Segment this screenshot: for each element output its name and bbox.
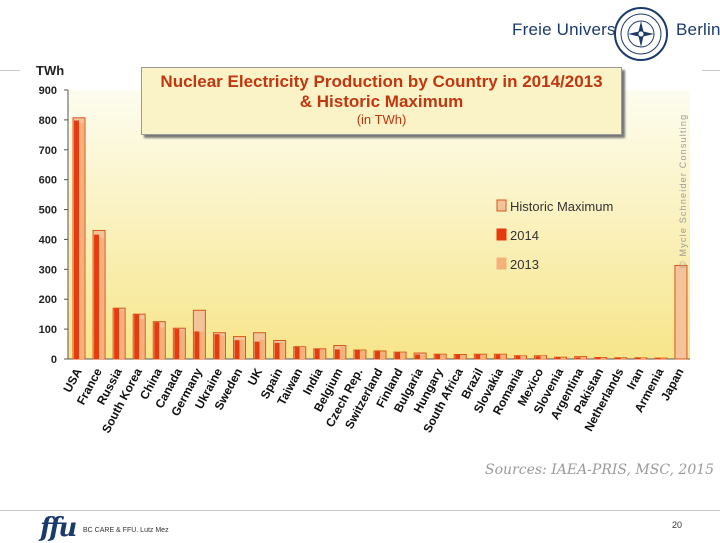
bar-2013 xyxy=(560,357,566,359)
bar-2013 xyxy=(319,349,325,359)
bar-2013 xyxy=(440,354,446,359)
legend-label: 2013 xyxy=(510,257,539,272)
university-seal-icon xyxy=(613,6,669,62)
bar-2014 xyxy=(595,357,601,359)
bar-2013 xyxy=(359,350,365,359)
y-tick-label: 400 xyxy=(39,234,57,246)
bar-2014 xyxy=(74,120,79,359)
footer-credit: BC CARE & FFU. Lutz Mez xyxy=(83,527,169,534)
legend-swatch xyxy=(496,228,507,241)
y-tick-label: 300 xyxy=(39,264,57,276)
bar-2014 xyxy=(395,352,401,359)
bar-2014 xyxy=(415,354,421,359)
bar-2014 xyxy=(555,357,561,359)
bar-2013 xyxy=(600,357,606,359)
bar-2014 xyxy=(94,234,100,359)
bar-2013 xyxy=(460,355,466,359)
y-tick-label: 600 xyxy=(39,175,57,187)
bar-2014 xyxy=(134,314,140,359)
bar-2014 xyxy=(575,357,581,359)
bar-2014 xyxy=(174,328,180,359)
footer-rule xyxy=(0,510,720,511)
bar-2014 xyxy=(234,340,240,359)
bar-2013 xyxy=(219,335,225,359)
y-tick-label: 700 xyxy=(39,145,57,157)
bar-historic-max xyxy=(674,264,688,360)
bar-2014 xyxy=(374,351,380,359)
bar-2014 xyxy=(615,357,621,359)
bar-2014 xyxy=(475,354,481,359)
bar-2014 xyxy=(635,357,641,359)
bar-2013 xyxy=(139,319,145,359)
bar-2013 xyxy=(620,358,626,359)
y-tick-label: 0 xyxy=(51,354,57,366)
header-rule-left xyxy=(0,70,20,71)
legend-swatch xyxy=(496,257,507,270)
bar-2014 xyxy=(655,358,661,359)
bar-2013 xyxy=(520,355,526,359)
bar-2013 xyxy=(640,357,646,359)
bar-2014 xyxy=(354,350,360,359)
legend-swatch xyxy=(496,199,507,212)
bar-2013 xyxy=(119,310,125,359)
ffu-logo: ffu xyxy=(40,513,77,543)
bar-2013 xyxy=(159,327,165,359)
chart-title: Nuclear Electricity Production by Countr… xyxy=(160,72,603,91)
bar-2014 xyxy=(314,348,320,359)
bar-2013 xyxy=(540,355,546,359)
y-tick-label: 800 xyxy=(39,115,57,127)
bar-2013 xyxy=(299,347,305,359)
bar-2013 xyxy=(480,354,486,359)
bar-2013 xyxy=(400,352,406,359)
bar-2013 xyxy=(379,351,385,359)
credit-text: © Mycle Schneider Consulting xyxy=(678,114,688,268)
bar-2014 xyxy=(435,354,441,359)
chart-title-box: Nuclear Electricity Production by Countr… xyxy=(141,67,622,135)
copyright-credit: © Mycle Schneider Consulting xyxy=(678,114,688,268)
y-tick-label: 100 xyxy=(39,324,57,336)
bar-2013 xyxy=(179,330,185,359)
bar-2014 xyxy=(455,354,461,359)
legend-label: Historic Maximum xyxy=(510,199,613,214)
bar-2014 xyxy=(274,342,280,359)
university-name: Freie Universität xyxy=(512,20,640,39)
bar-2014 xyxy=(515,355,521,359)
bar-2013 xyxy=(339,346,345,359)
legend-label: 2014 xyxy=(510,228,539,243)
chart-title-line2: & Historic Maximum xyxy=(299,92,464,111)
bar-2013 xyxy=(580,357,586,359)
bar-2014 xyxy=(495,354,501,359)
header-rule-right xyxy=(702,70,720,71)
bar-2014 xyxy=(294,346,300,359)
y-tick-label: 500 xyxy=(39,205,57,217)
bar-2013 xyxy=(79,122,84,359)
bar-2013 xyxy=(259,339,265,359)
bar-2014 xyxy=(214,334,220,359)
bar-2013 xyxy=(660,358,666,359)
bar-2014 xyxy=(194,331,200,359)
university-city: Berlin xyxy=(676,20,720,39)
bar-2014 xyxy=(154,322,160,359)
page-number: 20 xyxy=(672,520,683,530)
bar-2013 xyxy=(279,342,285,359)
y-tick-label: 900 xyxy=(39,85,57,97)
bar-2013 xyxy=(500,354,506,359)
bar-2014 xyxy=(254,341,260,359)
chart-subtitle: (in TWh) xyxy=(356,112,407,127)
y-tick-label: 200 xyxy=(39,294,57,306)
bar-2014 xyxy=(535,356,541,359)
y-axis-label: TWh xyxy=(36,63,64,78)
bar-2013 xyxy=(239,339,245,359)
bar-2013 xyxy=(420,354,426,359)
bar-2013 xyxy=(99,237,105,359)
bar-2013 xyxy=(199,331,205,359)
bar-2014 xyxy=(334,349,340,359)
sources-note: Sources: IAEA-PRIS, MSC, 2015 xyxy=(485,462,715,478)
bar-2014 xyxy=(114,308,120,359)
